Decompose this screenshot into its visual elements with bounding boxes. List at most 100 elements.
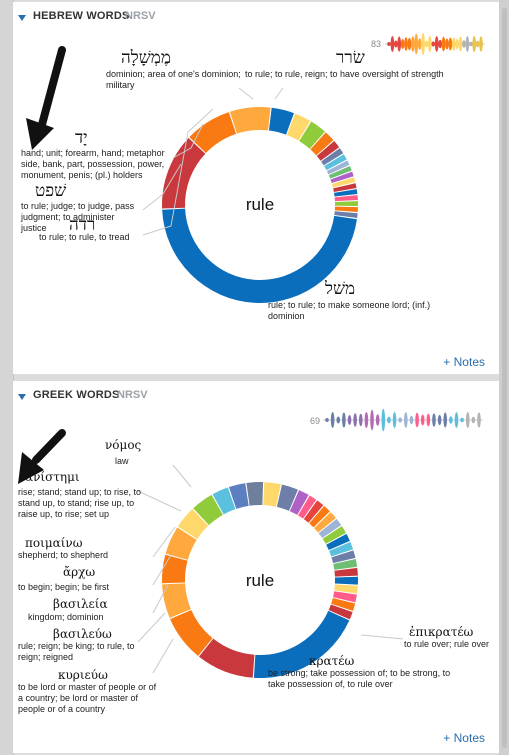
greek-spark-bar-18 [426, 413, 431, 427]
hebrew-spark-bar-1 [390, 36, 395, 52]
greek-spark-bar-7 [364, 412, 369, 428]
hebrew-slice-18[interactable] [334, 201, 358, 207]
greek-slice-3[interactable] [162, 583, 191, 619]
greek-slice-27[interactable] [333, 591, 357, 603]
greek-slice-23[interactable] [333, 559, 358, 570]
hebrew-slice-7[interactable] [310, 132, 334, 156]
hebrew-panel-header[interactable]: HEBREW WORDS NRSV [13, 10, 499, 26]
greek-slice-2[interactable] [170, 609, 213, 656]
greek-word-archo[interactable]: ἄρχω [63, 565, 96, 579]
scrollbar-thumb[interactable] [502, 8, 507, 748]
hebrew-slice-8[interactable] [316, 141, 340, 161]
greek-slice-10[interactable] [246, 482, 264, 506]
greek-sparkline [323, 408, 483, 432]
hebrew-spark-bar-25 [472, 36, 476, 52]
hebrew-spark-bar-15 [438, 39, 442, 49]
hebrew-slice-17[interactable] [334, 195, 358, 202]
greek-slice-19[interactable] [322, 526, 346, 544]
hebrew-slice-11[interactable] [326, 160, 350, 175]
hebrew-word-shaphat[interactable]: שׁפט [35, 181, 67, 201]
greek-panel-header[interactable]: GREEK WORDS NRSV [13, 389, 499, 405]
collapse-triangle-icon[interactable] [18, 394, 26, 400]
greek-spark-bar-9 [375, 414, 380, 426]
leader-lines [142, 87, 284, 236]
greek-word-anistemi[interactable]: ἀνίστημι [25, 470, 80, 484]
gloss-krateo: be strong; take possession of; to be str… [268, 668, 451, 689]
greek-word-kyrieuo[interactable]: κυριεύω [58, 668, 108, 682]
greek-word-nomos[interactable]: νόμος [105, 438, 142, 452]
hebrew-spark-bar-3 [397, 36, 402, 52]
greek-spark-bar-8 [370, 409, 374, 431]
greek-slice-29[interactable] [328, 604, 353, 620]
hebrew-spark-bar-27 [479, 36, 483, 52]
greek-slice-7[interactable] [193, 494, 223, 526]
hebrew-word-mashal[interactable]: משׁל [325, 279, 356, 299]
hebrew-word-radah[interactable]: רדה [69, 215, 96, 235]
hebrew-words-panel: HEBREW WORDS NRSV 83 rule מֶמְשָׁלָה dom… [13, 2, 499, 374]
hebrew-slice-6[interactable] [299, 121, 325, 149]
greek-words-panel: GREEK WORDS NRSV 69 rule νόμος law ἀνίστ… [13, 381, 499, 753]
hebrew-slice-1[interactable] [162, 137, 206, 209]
greek-slice-5[interactable] [165, 527, 197, 560]
collapse-triangle-icon[interactable] [18, 15, 26, 21]
hebrew-spark-bar-19 [451, 37, 456, 51]
hebrew-spark-bar-24 [468, 41, 473, 47]
greek-word-epikrateo[interactable]: ἐπικρατέω [409, 625, 474, 639]
hebrew-leader-0 [238, 87, 254, 100]
greek-slice-11[interactable] [263, 482, 281, 507]
greek-slice-8[interactable] [212, 487, 236, 515]
greek-slice-16[interactable] [309, 505, 330, 528]
greek-slice-0[interactable] [253, 610, 350, 678]
greek-slice-6[interactable] [177, 509, 209, 540]
hebrew-notes-link[interactable]: + Notes [443, 355, 485, 369]
center-label: rule [246, 571, 274, 590]
hebrew-slice-3[interactable] [229, 107, 271, 134]
greek-donut-chart: rule [137, 408, 483, 678]
hebrew-word-yad[interactable]: יָד [75, 128, 88, 148]
greek-word-poimaino[interactable]: ποιμαίνω [25, 536, 83, 550]
scrollbar[interactable] [499, 0, 509, 755]
greek-slice-9[interactable] [228, 483, 249, 509]
hebrew-slice-2[interactable] [189, 112, 237, 154]
hebrew-spark-bar-2 [394, 40, 398, 48]
greek-notes-link[interactable]: + Notes [443, 731, 485, 745]
hebrew-slice-4[interactable] [268, 107, 294, 135]
hebrew-spark-bar-9 [417, 38, 422, 50]
greek-slice-17[interactable] [314, 512, 336, 533]
greek-slice-1[interactable] [198, 638, 255, 678]
greek-slice-26[interactable] [334, 584, 358, 594]
greek-slice-25[interactable] [334, 576, 358, 585]
greek-slice-22[interactable] [331, 550, 356, 564]
greek-word-krateo[interactable]: κρατέω [309, 654, 355, 668]
hebrew-slice-13[interactable] [330, 171, 354, 183]
greek-slice-20[interactable] [326, 533, 350, 551]
greek-slice-4[interactable] [162, 554, 188, 584]
hebrew-slice-15[interactable] [333, 183, 357, 192]
hebrew-slice-20[interactable] [334, 211, 358, 219]
greek-slice-12[interactable] [276, 484, 298, 511]
hebrew-slice-16[interactable] [334, 189, 358, 197]
greek-slice-21[interactable] [329, 541, 354, 557]
greek-word-basileia[interactable]: βασιλεία [53, 597, 108, 611]
hebrew-leader-2 [172, 123, 204, 159]
hebrew-slice-14[interactable] [331, 177, 356, 188]
greek-slice-15[interactable] [303, 500, 324, 523]
greek-slice-13[interactable] [289, 490, 309, 515]
greek-slice-24[interactable] [334, 567, 358, 577]
hebrew-slice-10[interactable] [324, 154, 347, 171]
hebrew-sparkline [385, 32, 485, 56]
greek-word-basileuo[interactable]: βασιλεύω [53, 627, 112, 641]
greek-slice-28[interactable] [331, 597, 356, 611]
hebrew-slice-12[interactable] [328, 165, 352, 179]
hebrew-slice-5[interactable] [286, 113, 311, 141]
hebrew-spark-bar-11 [424, 40, 429, 48]
greek-slice-18[interactable] [318, 518, 342, 539]
gloss-yad: hand; unit; forearm, hand; metaphor side… [21, 148, 165, 180]
hebrew-word-memshalah[interactable]: מֶמְשָׁלָה [121, 48, 171, 68]
greek-slice-14[interactable] [298, 495, 317, 519]
hebrew-slice-9[interactable] [321, 148, 344, 166]
greek-spark-bar-10 [381, 408, 386, 432]
hebrew-slice-19[interactable] [334, 206, 358, 213]
hebrew-slice-0[interactable] [162, 208, 357, 303]
hebrew-word-sarar[interactable]: שׂרר [336, 48, 365, 68]
